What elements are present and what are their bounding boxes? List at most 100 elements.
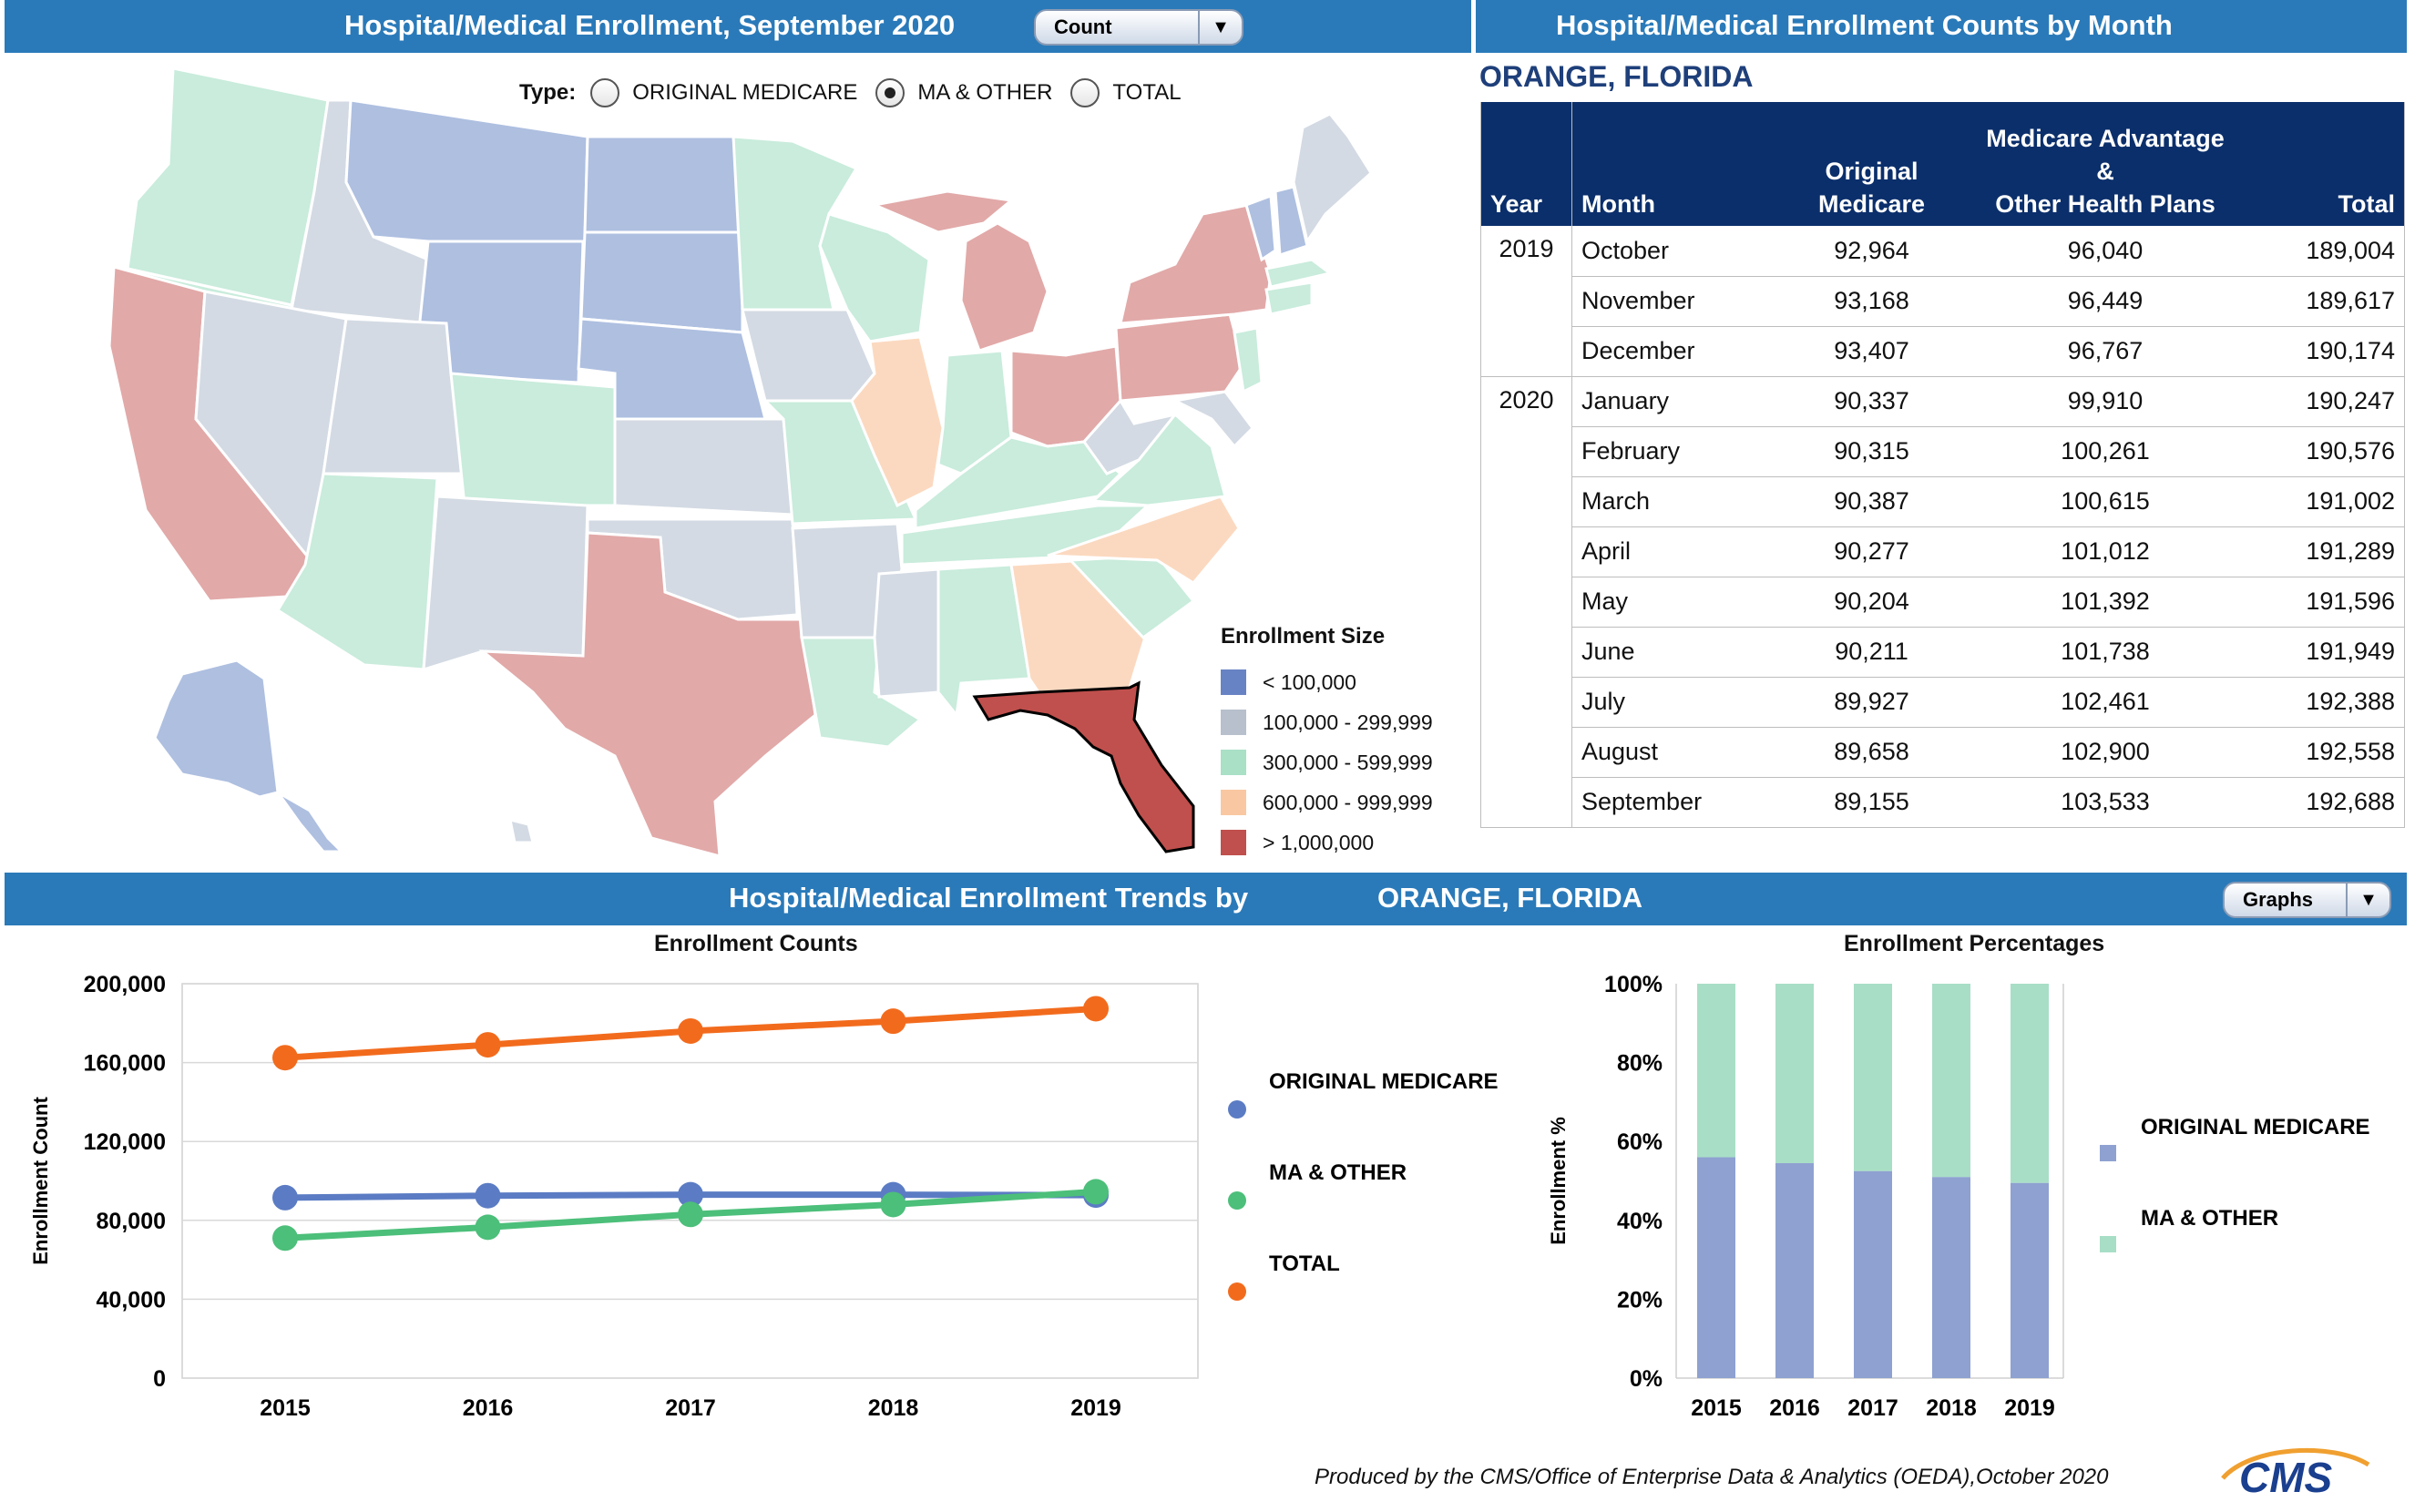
x-tick-label: 2016 (1769, 1395, 1820, 1421)
y-tick-label: 40,000 (97, 1287, 166, 1313)
state-illinois[interactable] (850, 335, 945, 508)
state-hawaii[interactable] (508, 817, 535, 844)
legend-label: MA & OTHER (1269, 1160, 1407, 1185)
cell-ma-other: 102,900 (1966, 727, 2245, 778)
state-mississippi[interactable] (873, 567, 940, 699)
state-new-york[interactable] (1119, 203, 1273, 325)
y-tick-label: 80,000 (97, 1209, 166, 1234)
state-pennsylvania[interactable] (1114, 312, 1245, 403)
cell-year (1480, 526, 1572, 577)
legend-item: < 100,000 (1221, 662, 1433, 702)
state-kansas[interactable] (613, 417, 794, 516)
y-axis-label: Enrollment Count (29, 1097, 52, 1265)
state-maryland-delaware[interactable] (1171, 390, 1254, 449)
cell-year (1480, 627, 1572, 677)
cell-year: 2020 (1480, 376, 1572, 426)
state-alaska-panhandle[interactable] (276, 791, 345, 853)
x-tick-label: 2018 (868, 1395, 919, 1421)
state-north-dakota[interactable] (583, 135, 744, 234)
col-total: Total (2244, 102, 2405, 226)
cell-total: 191,949 (2244, 627, 2405, 678)
county-title: ORANGE, FLORIDA (1479, 60, 1754, 93)
radio-circle-icon[interactable] (590, 78, 620, 107)
radio-circle-icon[interactable] (1070, 78, 1100, 107)
legend-swatch (1221, 830, 1246, 855)
radio-original-medicare[interactable]: ORIGINAL MEDICARE (590, 78, 857, 107)
footer-note: Produced by the CMS/Office of Enterprise… (1315, 1465, 2109, 1489)
state-arizona[interactable] (275, 472, 439, 671)
table-row: September 89,155 103,533 192,688 (1480, 777, 2405, 828)
state-florida-selected[interactable] (972, 680, 1195, 853)
cell-ma-other: 99,910 (1966, 376, 2245, 427)
cell-original-medicare: 90,315 (1776, 426, 1967, 477)
table-row: July 89,927 102,461 192,388 (1480, 677, 2405, 728)
col-ma-other: Medicare Advantage & Other Health Plans (1966, 102, 2245, 226)
legend-label: > 1,000,000 (1263, 830, 1375, 854)
cell-original-medicare: 90,387 (1776, 476, 1967, 527)
cell-ma-other: 96,767 (1966, 326, 2245, 377)
state-new-hampshire[interactable] (1274, 185, 1309, 258)
state-vermont[interactable] (1244, 193, 1277, 262)
data-point (1083, 1179, 1109, 1205)
data-point (475, 1032, 501, 1058)
state-texas[interactable] (478, 531, 817, 858)
radio-selected-icon[interactable] (875, 78, 906, 107)
trends-header-county: ORANGE, FLORIDA (1377, 882, 1643, 914)
cell-month: June (1571, 627, 1777, 678)
graphs-dropdown-value: Graphs (2243, 888, 2314, 911)
data-point (475, 1182, 501, 1209)
trends-header-bar (5, 873, 2407, 925)
state-north-carolina[interactable] (1047, 495, 1241, 585)
stacked-bar-segment (1697, 1157, 1735, 1378)
y-axis-label: Enrollment % (1547, 1117, 1570, 1245)
stacked-bar-segment (1775, 984, 1814, 1164)
y-tick-label: 20% (1617, 1287, 1663, 1313)
radio-total[interactable]: TOTAL (1070, 78, 1182, 107)
data-point (678, 1201, 703, 1228)
type-selector: Type: ORIGINAL MEDICARE MA & OTHER TOTAL (519, 75, 1200, 111)
cell-total: 190,174 (2244, 326, 2405, 377)
x-tick-label: 2019 (1070, 1395, 1121, 1421)
us-choropleth-map[interactable] (91, 55, 1385, 874)
cms-logo-text: CMS (2239, 1454, 2333, 1501)
legend-title: Enrollment Size (1221, 624, 1386, 649)
state-utah[interactable] (322, 317, 466, 475)
state-new-jersey[interactable] (1233, 326, 1264, 394)
data-point (880, 1191, 906, 1218)
state-new-mexico[interactable] (422, 495, 589, 672)
col-month: Month (1571, 102, 1777, 226)
legend-marker (1228, 1282, 1246, 1301)
state-colorado[interactable] (449, 372, 617, 507)
graphs-dropdown[interactable]: Graphs ▼ (2223, 882, 2391, 918)
state-wisconsin[interactable] (818, 212, 931, 343)
measure-dropdown[interactable]: Count ▼ (1034, 9, 1243, 46)
state-michigan[interactable] (959, 221, 1049, 352)
state-michigan-upper[interactable] (869, 189, 1015, 234)
legend-label: MA & OTHER (2141, 1206, 2278, 1231)
cell-total: 190,576 (2244, 426, 2405, 477)
x-tick-label: 2019 (2004, 1395, 2055, 1421)
trends-header-title: Hospital/Medical Enrollment Trends by (729, 882, 1249, 914)
cell-total: 190,247 (2244, 376, 2405, 427)
radio-ma-other[interactable]: MA & OTHER (875, 78, 1052, 107)
state-montana[interactable] (344, 98, 589, 243)
legend-marker (2100, 1236, 2116, 1252)
state-south-dakota[interactable] (579, 230, 744, 334)
state-massachusetts[interactable] (1264, 258, 1334, 289)
state-iowa[interactable] (741, 308, 876, 403)
cell-total: 192,558 (2244, 727, 2405, 778)
cell-original-medicare: 90,204 (1776, 577, 1967, 628)
state-alaska[interactable] (153, 659, 280, 799)
cell-ma-other: 102,461 (1966, 677, 2245, 728)
state-maine[interactable] (1292, 112, 1373, 245)
legend-marker (1228, 1191, 1246, 1210)
data-point (678, 1181, 703, 1208)
state-connecticut-ri[interactable] (1264, 281, 1314, 316)
chevron-down-icon: ▼ (1198, 11, 1242, 44)
stacked-bar-segment (1854, 984, 1892, 1171)
legend-label: ORIGINAL MEDICARE (1269, 1069, 1499, 1094)
legend-item: 100,000 - 299,999 (1221, 702, 1433, 742)
data-point (272, 1184, 298, 1211)
stacked-bar-segment (1854, 1170, 1892, 1378)
cell-ma-other: 96,449 (1966, 276, 2245, 327)
